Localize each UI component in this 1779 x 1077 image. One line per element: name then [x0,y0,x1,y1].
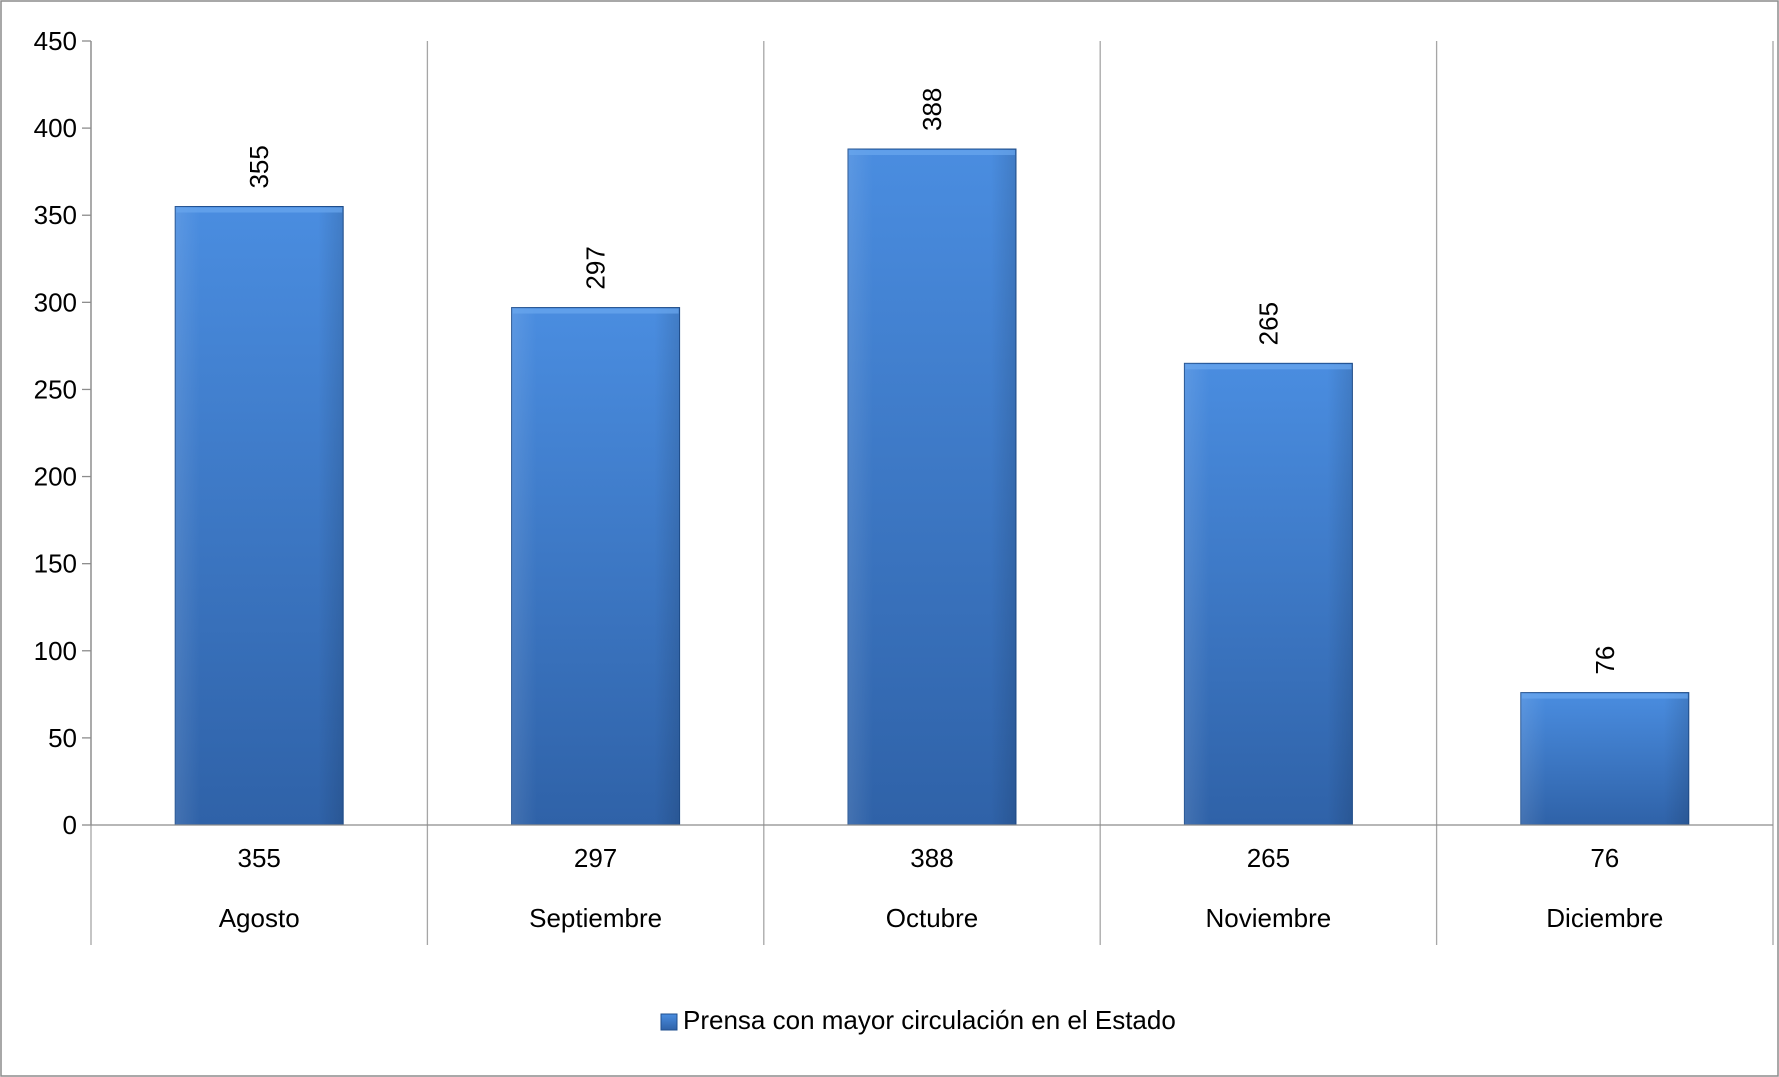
y-tick-label: 100 [34,636,77,666]
data-table-value: 388 [910,843,953,873]
data-table-value: 76 [1590,843,1619,873]
y-tick-label: 200 [34,462,77,492]
y-tick-label: 350 [34,200,77,230]
bar-top-bevel [176,207,343,213]
bar-shading [511,307,680,825]
bar-shading [175,206,344,825]
x-tick-label: Agosto [219,903,300,933]
data-label: 265 [1253,302,1283,345]
data-table-value: 297 [574,843,617,873]
legend-swatch [660,1013,678,1031]
bar-shading [848,149,1016,826]
x-tick-label: Octubre [886,903,979,933]
x-tick-label: Noviembre [1206,903,1332,933]
y-tick-label: 250 [34,374,77,404]
data-label: 76 [1590,646,1620,675]
data-table-value: 355 [238,843,281,873]
y-tick-label: 0 [63,810,77,840]
y-tick-label: 300 [34,287,77,317]
y-tick-label: 450 [34,26,77,56]
y-tick-label: 50 [48,723,77,753]
x-tick-label: Diciembre [1546,903,1663,933]
data-label: 388 [917,88,947,131]
bar-shading [1520,692,1689,825]
bar-top-bevel [849,150,1015,156]
bar-top-bevel [1521,693,1688,699]
bar-shading [1184,363,1353,825]
y-tick-label: 150 [34,549,77,579]
bar-top-bevel [512,308,679,314]
data-label: 355 [244,145,274,188]
bar-top-bevel [1185,364,1352,370]
data-table-value: 265 [1247,843,1290,873]
y-tick-label: 400 [34,113,77,143]
legend-entry-label: Prensa con mayor circulación en el Estad… [683,1005,1176,1035]
data-label: 297 [581,246,611,289]
x-tick-label: Septiembre [529,903,662,933]
